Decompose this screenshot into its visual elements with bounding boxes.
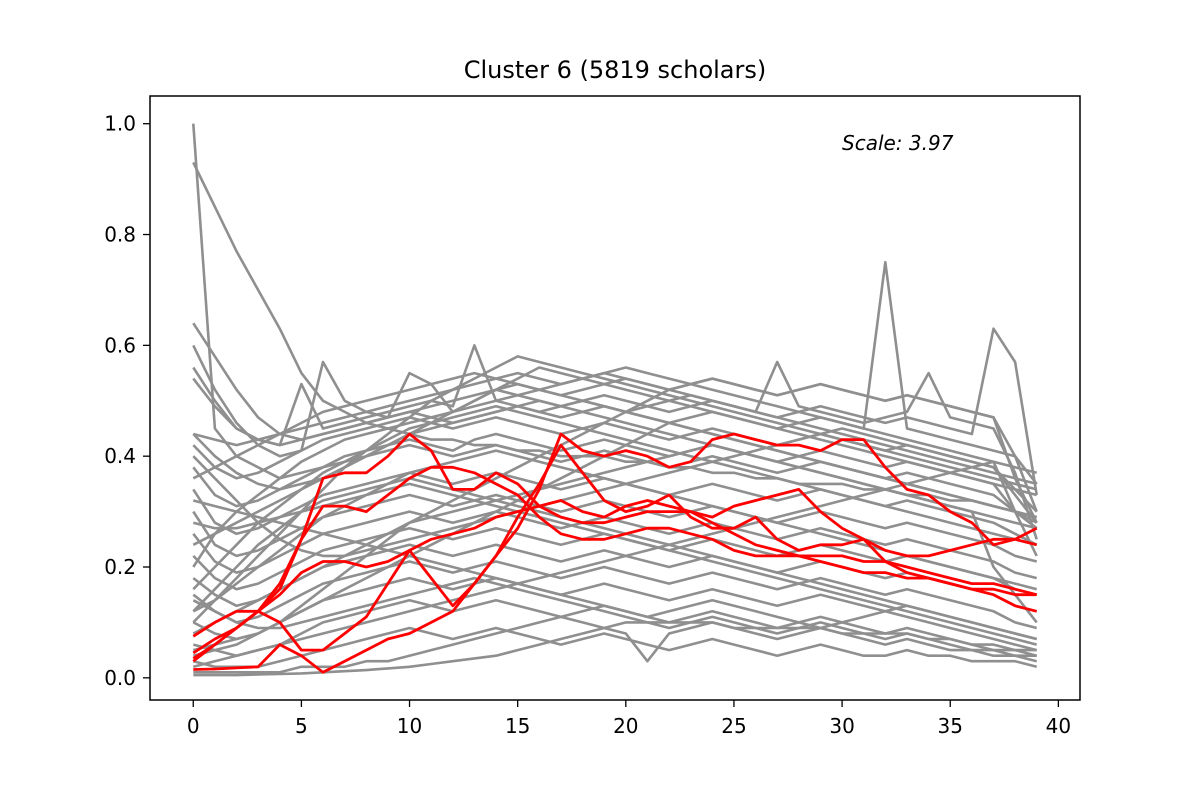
y-axis: 0.0 0.2 0.4 0.6 0.8 1.0 — [104, 112, 150, 690]
y-tick-label: 1.0 — [104, 112, 136, 136]
x-tick-label: 10 — [397, 714, 422, 738]
highlight-series-line-3 — [193, 432, 1038, 674]
x-tick-label: 40 — [1046, 714, 1071, 738]
x-tick-label: 0 — [187, 714, 200, 738]
chart-title: Cluster 6 (5819 scholars) — [464, 56, 766, 84]
background-series-line-20 — [192, 366, 1038, 568]
background-series-line-32 — [192, 576, 1037, 658]
background-series-line-0 — [192, 123, 1038, 524]
scale-annotation: Scale: 3.97 — [842, 131, 954, 155]
highlight-series-line-0 — [192, 432, 1038, 655]
background-series-line-3 — [192, 327, 1038, 496]
x-tick-label: 20 — [613, 714, 638, 738]
x-tick-label: 30 — [829, 714, 854, 738]
background-series-line-31 — [192, 355, 1038, 624]
background-series-line-21 — [192, 404, 1038, 591]
background-series-line-26 — [192, 499, 1038, 652]
x-tick-label: 15 — [505, 714, 530, 738]
y-tick-label: 0.8 — [104, 223, 136, 247]
background-series-line-34 — [192, 476, 1038, 641]
x-tick-label: 35 — [938, 714, 963, 738]
y-tick-label: 0.0 — [104, 666, 136, 690]
plot-area-frame — [149, 95, 1081, 701]
background-series-line-35 — [192, 388, 1038, 657]
background-series-line-30 — [192, 371, 1038, 519]
background-series-line-6 — [192, 371, 1038, 485]
y-tick-label: 0.4 — [104, 444, 136, 468]
background-series-line-33 — [192, 427, 1038, 558]
highlight-series-line-1 — [192, 465, 1038, 660]
x-axis: 0 5 10 15 20 25 30 35 40 — [187, 700, 1071, 738]
background-series-line-17 — [192, 626, 1038, 669]
background-series-line-25 — [192, 460, 1038, 669]
x-tick-label: 5 — [295, 714, 308, 738]
highlight-series-line-4 — [192, 499, 1037, 663]
y-tick-label: 0.6 — [104, 333, 136, 357]
highlight-series-line-2 — [192, 443, 1038, 652]
y-tick-label: 0.2 — [104, 555, 136, 579]
background-series-group — [192, 123, 1038, 677]
background-series-line-10 — [192, 493, 1038, 563]
highlight-series-group — [192, 432, 1038, 674]
background-series-line-29 — [192, 366, 1038, 497]
x-tick-label: 25 — [721, 714, 746, 738]
background-series-line-19 — [193, 621, 1037, 677]
